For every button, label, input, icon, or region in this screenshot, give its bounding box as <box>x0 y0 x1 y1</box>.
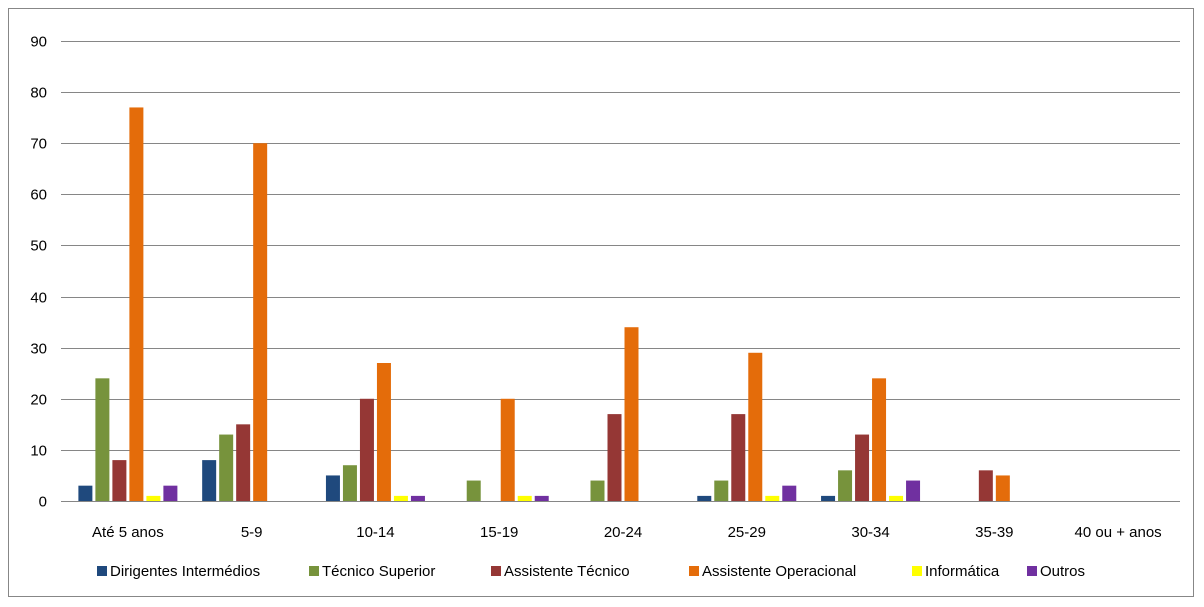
y-tick-label: 40 <box>30 290 47 307</box>
legend-label: Dirigentes Intermédios <box>110 563 260 580</box>
legend-swatch <box>309 566 319 576</box>
bar <box>517 495 532 501</box>
bar <box>95 378 110 501</box>
bar <box>978 470 993 501</box>
x-tick-label: 10-14 <box>356 524 394 541</box>
x-tick-label: 30-34 <box>851 524 889 541</box>
y-tick-label: 90 <box>30 34 47 51</box>
bar <box>855 434 870 501</box>
bar <box>393 495 408 501</box>
legend-label: Assistente Técnico <box>504 563 630 580</box>
bar <box>714 480 729 501</box>
bar <box>236 424 251 501</box>
legend-label: Técnico Superior <box>322 563 435 580</box>
legend-swatch <box>97 566 107 576</box>
y-tick-label: 30 <box>30 341 47 358</box>
y-tick-label: 70 <box>30 136 47 153</box>
bar <box>163 485 178 501</box>
bar <box>765 495 780 501</box>
x-tick-label: Até 5 anos <box>92 524 164 541</box>
bar <box>731 414 746 501</box>
y-tick-label: 50 <box>30 238 47 255</box>
bar <box>253 143 268 501</box>
bar <box>202 460 217 501</box>
bar <box>872 378 887 501</box>
bar <box>782 485 797 501</box>
bar <box>590 480 605 501</box>
x-tick-label: 35-39 <box>975 524 1013 541</box>
y-tick-label: 60 <box>30 187 47 204</box>
bar <box>821 495 836 501</box>
bar <box>342 465 357 501</box>
bar <box>376 363 391 501</box>
bar <box>129 107 144 501</box>
legend-swatch <box>491 566 501 576</box>
bar <box>995 475 1010 501</box>
x-tick-label: 25-29 <box>728 524 766 541</box>
legend-swatch <box>689 566 699 576</box>
legend-label: Informática <box>925 563 1000 580</box>
bar <box>410 495 425 501</box>
bar <box>624 327 639 501</box>
legend-swatch <box>1027 566 1037 576</box>
bar <box>607 414 622 501</box>
bar <box>500 398 515 501</box>
y-tick-label: 0 <box>39 494 47 511</box>
legend-label: Outros <box>1040 563 1085 580</box>
bar <box>112 460 127 501</box>
y-tick-label: 80 <box>30 85 47 102</box>
x-tick-label: 15-19 <box>480 524 518 541</box>
bar <box>889 495 904 501</box>
bar <box>466 480 481 501</box>
bar <box>697 495 712 501</box>
x-tick-label: 5-9 <box>241 524 263 541</box>
bar <box>838 470 853 501</box>
legend-label: Assistente Operacional <box>702 563 856 580</box>
x-tick-label: 20-24 <box>604 524 642 541</box>
bar <box>359 398 374 501</box>
x-tick-label: 40 ou + anos <box>1075 524 1162 541</box>
y-tick-label: 20 <box>30 392 47 409</box>
y-tick-label: 10 <box>30 443 47 460</box>
bar <box>534 495 549 501</box>
bar <box>325 475 340 501</box>
bar <box>906 480 921 501</box>
bar <box>219 434 234 501</box>
bar <box>78 485 93 501</box>
legend-swatch <box>912 566 922 576</box>
bar <box>146 495 161 501</box>
bar <box>748 352 763 501</box>
